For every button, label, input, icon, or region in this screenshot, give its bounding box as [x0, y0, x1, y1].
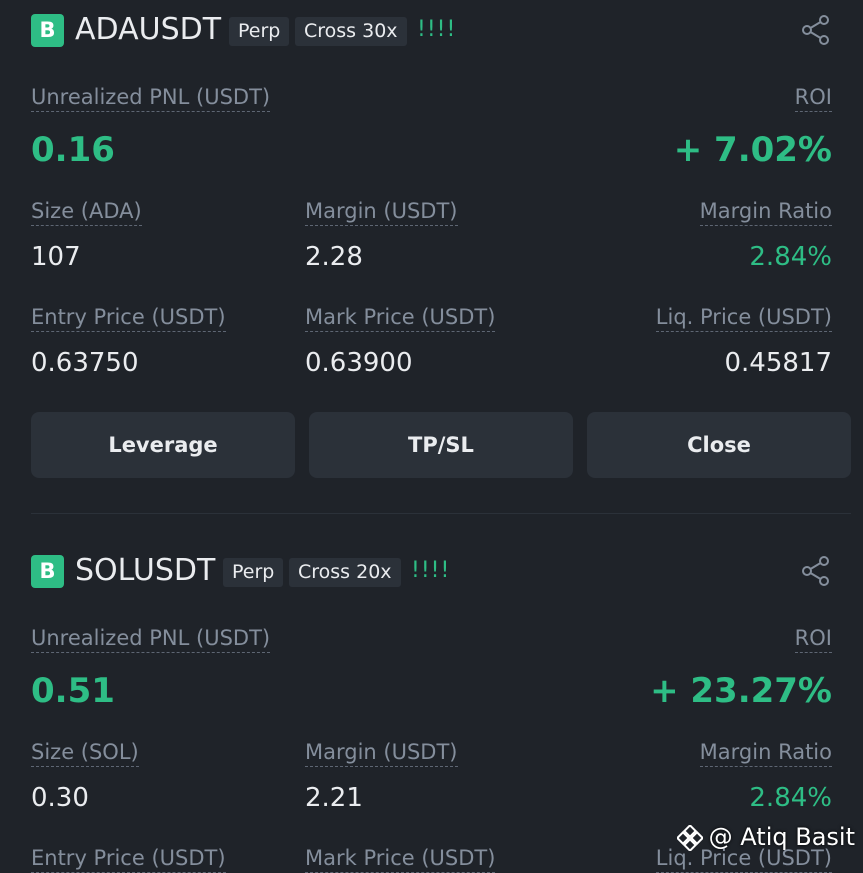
field-label: Liq. Price (USDT) — [655, 307, 832, 332]
pnl-label: Unrealized PNL (USDT) — [31, 87, 271, 112]
field-label: Mark Price (USDT) — [305, 307, 496, 332]
pnl-value: 0.51 — [31, 671, 115, 711]
signal: !!!! — [417, 17, 457, 42]
field-label: Entry Price (USDT) — [31, 848, 226, 873]
field-label: Margin (USDT) — [305, 742, 458, 767]
watermark-icon — [677, 825, 703, 851]
field-label: Margin (USDT) — [305, 201, 458, 226]
field-label: Mark Price (USDT) — [305, 848, 496, 873]
share-icon[interactable] — [800, 14, 832, 46]
roi-label: ROI — [794, 87, 832, 112]
field-label: Entry Price (USDT) — [31, 307, 226, 332]
roi-label: ROI — [794, 628, 832, 653]
badge: B — [31, 555, 64, 588]
field-label: Size (SOL) — [31, 742, 139, 767]
field-value: 2.28 — [305, 242, 363, 272]
tag: Perp — [223, 558, 284, 587]
roi-value: + 7.02% — [673, 130, 832, 170]
tag: Cross 30x — [295, 17, 407, 46]
divider — [31, 513, 851, 514]
field-value: 2.84% — [749, 783, 832, 813]
symbol: ADAUSDT — [75, 12, 222, 47]
share-icon[interactable] — [800, 555, 832, 587]
pnl-label: Unrealized PNL (USDT) — [31, 628, 271, 653]
watermark: @ Atiq Basit — [708, 823, 855, 851]
field-value: 2.21 — [305, 783, 363, 813]
field-label: Liq. Price (USDT) — [655, 848, 832, 873]
field-label: Size (ADA) — [31, 201, 142, 226]
field-value: 0.63900 — [305, 348, 413, 378]
field-label: Margin Ratio — [699, 201, 832, 226]
field-value: 2.84% — [749, 242, 832, 272]
button[interactable]: Close — [587, 412, 851, 478]
symbol: SOLUSDT — [75, 553, 216, 588]
field-value: 0.45817 — [724, 348, 832, 378]
tag: Cross 20x — [289, 558, 401, 587]
button[interactable]: Leverage — [31, 412, 295, 478]
field-value: 107 — [31, 242, 81, 272]
field-value: 0.63750 — [31, 348, 139, 378]
roi-value: + 23.27% — [650, 671, 832, 711]
tag: Perp — [229, 17, 290, 46]
button[interactable]: TP/SL — [309, 412, 573, 478]
signal: !!!! — [411, 558, 451, 583]
badge: B — [31, 14, 64, 47]
pnl-value: 0.16 — [31, 130, 115, 170]
field-label: Margin Ratio — [699, 742, 832, 767]
field-value: 0.30 — [31, 783, 89, 813]
